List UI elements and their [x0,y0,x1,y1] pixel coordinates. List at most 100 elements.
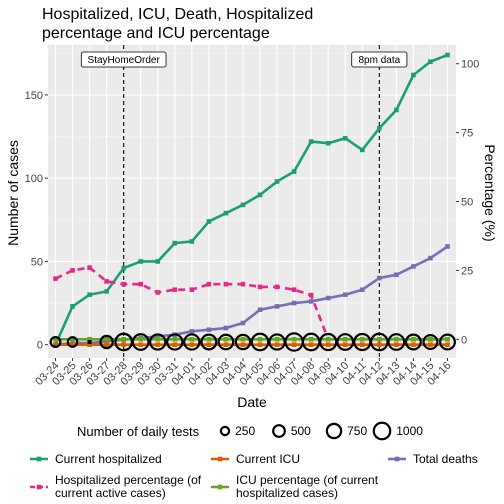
series-point [121,342,126,347]
legend-series-label: Current ICU [236,452,300,466]
series-point [445,244,450,249]
y-axis-title-left: Number of cases [5,140,21,246]
series-point [257,192,263,198]
daily-tests-mark [422,334,439,350]
plot-area: StayHomeOrder 8pm data [48,45,456,358]
series-point [240,281,246,287]
x-axis-title: Date [237,394,267,410]
series-point [172,287,178,292]
y-tick-label-left: 0 [37,340,43,352]
series-point [172,342,178,347]
legend-series-marker [36,456,42,462]
series-point [377,125,382,131]
chart-title: Hospitalized, ICU, Death, Hospitalized p… [42,6,313,42]
series-point [104,336,109,342]
daily-tests-mark [87,340,92,344]
series-point [87,336,92,342]
series-point [274,342,280,347]
series-point [206,219,212,224]
series-point [104,279,109,284]
y-tick-label-left: 100 [25,173,43,185]
series-point [172,336,178,342]
series-point [257,336,263,342]
legend-daily-tests-label: 250 [235,424,255,438]
legend-daily-tests-key [272,424,286,438]
series-point [342,342,348,347]
series-point [138,336,144,342]
series-point [206,327,212,332]
legend-daily-tests-label: 1000 [396,424,423,438]
annotation-box [351,51,408,68]
legend-series-label: ICU percentage (of current hospitalized c… [236,473,379,500]
legend-series-marker [217,484,223,490]
series-point [223,342,229,347]
chart-title-line-1: Hospitalized, ICU, Death, Hospitalized [42,6,313,23]
legend-series-label: Total deaths [413,452,478,466]
legend-series-marker [394,456,400,462]
series-point [377,275,382,281]
series-point [394,342,399,347]
series-point [291,342,297,347]
legend-series-label: Current hospitalized [55,452,162,466]
series-point [325,336,331,342]
legend-daily-tests-key [219,425,231,437]
daily-tests-mark [99,334,114,350]
series-point [206,342,212,347]
series-point [377,336,382,342]
series-point [325,140,331,146]
series-point [189,239,195,244]
series-point [274,284,280,290]
legend: Number of daily tests 250 500 750 1000 Curren… [30,421,478,500]
series-point [223,336,229,342]
series-point [274,304,280,309]
series-line [54,266,448,341]
series-point [87,342,92,347]
daily-tests-mark [217,333,235,351]
daily-tests-mark [183,333,201,351]
series-point [359,147,365,153]
daily-tests-mark [387,333,406,351]
series-point [342,135,348,141]
series-point [155,290,161,295]
series-point [240,202,246,208]
series-point [394,272,399,278]
series-point [257,284,263,290]
legend-daily-tests-key [372,421,392,441]
y-tick-label-right: 0 [461,334,467,346]
chart-title-line-2: percentage and ICU percentage [42,25,270,42]
series-point [53,276,58,281]
series-point [53,342,58,347]
series-point [223,281,229,287]
annotation-label: 8pm data [358,55,400,66]
series-point [155,342,161,347]
series-point [70,304,75,309]
y-tick-label-right: 75 [461,128,473,140]
annotation-label: StayHomeOrder [88,55,161,66]
legend-daily-tests-key [325,422,343,440]
series-point [308,336,314,342]
series-point [70,268,75,273]
series-point [411,336,416,342]
series-point [445,342,450,347]
series-point [411,264,416,269]
series-point [121,265,126,271]
series-point [206,281,212,287]
legend-daily-tests-label: 750 [347,424,367,438]
series-point [342,292,348,298]
series-point [104,289,109,294]
series-point [325,342,331,347]
series-point [138,342,144,347]
series-point [394,336,399,342]
series-point [223,210,229,216]
daily-tests-mark [336,333,355,351]
series-point [411,342,416,347]
y-tick-label-left: 50 [31,256,43,268]
series-point [359,336,365,342]
series-point [257,342,263,347]
y-tick-label-right: 25 [461,265,473,277]
series-point [445,336,450,342]
series-point [104,342,109,347]
legend-series-marker [217,456,223,462]
daily-tests-mark [404,333,422,351]
legend-daily-tests-label: 500 [291,424,311,438]
